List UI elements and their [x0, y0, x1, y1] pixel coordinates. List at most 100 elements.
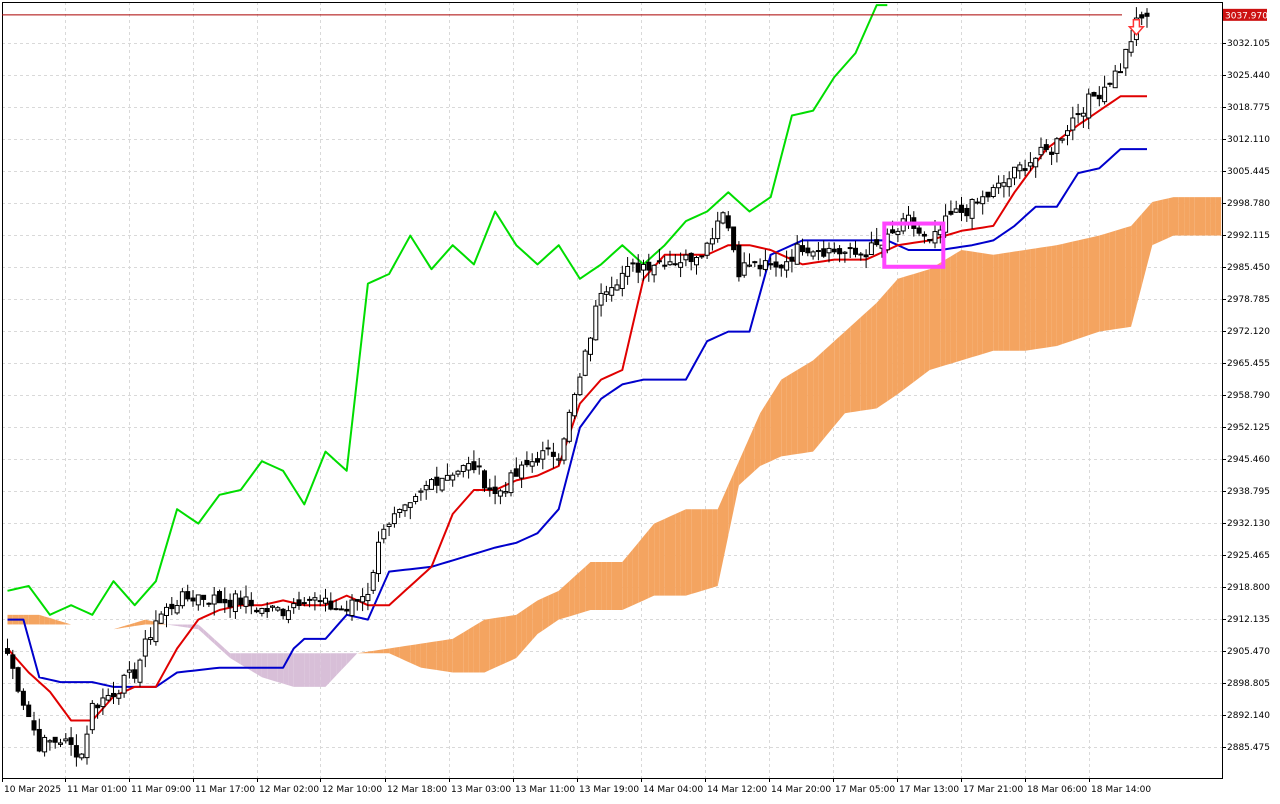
candle-bearish	[20, 690, 26, 706]
price-axis-label: 2945.460	[1227, 455, 1270, 465]
candle-bearish	[227, 599, 233, 608]
time-axis-label: 11 Mar 09:00	[131, 785, 191, 795]
candle-bearish	[1022, 168, 1028, 171]
kumo-bullish-segment	[1205, 197, 1211, 236]
candle-bullish	[572, 394, 578, 417]
price-axis-label: 3032.105	[1227, 39, 1270, 49]
candle-bullish	[466, 463, 472, 471]
candle-bearish	[52, 736, 58, 743]
candle-bearish	[10, 654, 16, 669]
kumo-bullish-segment	[611, 562, 617, 611]
kumo-bullish-segment	[685, 509, 692, 596]
candle-bullish	[391, 513, 397, 525]
candle-bullish	[1001, 182, 1007, 187]
candle-bearish	[831, 248, 837, 253]
candle-bearish	[853, 247, 858, 255]
candle-bearish	[662, 264, 668, 267]
candle-bearish	[296, 599, 302, 607]
kumo-bullish-segment	[632, 542, 639, 606]
kumo-bullish-segment	[972, 251, 978, 358]
candle-bearish	[36, 728, 42, 752]
candle-bullish	[323, 597, 328, 604]
kumo-bullish-segment	[781, 376, 787, 457]
candle-bearish	[773, 261, 779, 268]
kumo-bearish-segment	[336, 653, 342, 676]
kumo-bullish-segment	[558, 586, 564, 620]
kumo-bullish-segment	[1025, 249, 1031, 351]
candle-bullish	[784, 261, 790, 271]
candle-bullish	[709, 238, 715, 245]
time-axis-label: 14 Mar 20:00	[771, 785, 831, 795]
candle-bullish	[603, 291, 609, 295]
candle-bullish	[174, 605, 180, 614]
candle-bullish	[333, 608, 339, 611]
candle-bearish	[863, 254, 869, 258]
candle-bullish	[577, 376, 583, 396]
candle-bullish	[275, 607, 281, 611]
candle-bullish	[1065, 130, 1070, 136]
kumo-bullish-segment	[956, 249, 962, 362]
candle-bearish	[1107, 82, 1113, 85]
kumo-bullish-segment	[834, 336, 840, 426]
candle-bearish	[201, 594, 207, 600]
current-price-label: 3037.970	[1225, 11, 1268, 21]
kumo-bullish-segment	[670, 514, 676, 596]
candle-bullish	[1027, 162, 1033, 167]
kumo-bullish-segment	[1088, 236, 1094, 336]
candle-bearish	[630, 262, 636, 265]
kumo-bullish-segment	[436, 640, 443, 671]
kumo-bullish-segment	[961, 249, 967, 361]
price-axis-label: 3005.445	[1227, 167, 1270, 177]
candle-bullish	[423, 484, 429, 491]
candle-bearish	[482, 470, 487, 489]
candle-bullish	[179, 591, 185, 607]
candle-bullish	[126, 669, 132, 673]
candle-bearish	[688, 252, 694, 263]
annotations	[882, 18, 1146, 269]
candle-bullish	[519, 464, 525, 479]
kumo-bullish-segment	[903, 275, 909, 390]
kumo-bullish-segment	[458, 632, 464, 673]
candle-bullish	[826, 247, 832, 254]
kumo-bearish-segment	[219, 643, 225, 654]
candle-bullish	[810, 251, 816, 257]
kumo-bullish-segment	[844, 326, 851, 414]
kumo-bullish-segment	[1157, 199, 1163, 243]
candle-bullish	[1075, 113, 1081, 116]
candle-bullish	[1070, 117, 1076, 131]
candle-bearish	[656, 260, 662, 263]
candle-bearish	[222, 598, 228, 604]
candle-bearish	[354, 599, 360, 602]
candle-bearish	[821, 248, 827, 257]
candle-bullish	[317, 600, 323, 603]
candle-bullish	[301, 602, 307, 605]
kumo-bullish-segment	[34, 614, 40, 625]
kumo-bullish-segment	[60, 621, 66, 625]
kumo-bullish-segment	[1168, 197, 1174, 238]
kumo-bullish-segment	[723, 485, 729, 561]
kumo-bullish-segment	[118, 626, 125, 629]
candle-bearish	[434, 476, 440, 486]
candle-bullish	[195, 594, 201, 606]
kumo-bullish-segment	[1109, 230, 1116, 330]
time-axis-label: 13 Mar 03:00	[451, 785, 511, 795]
kumo-bullish-segment	[431, 641, 437, 671]
time-axis-label: 18 Mar 14:00	[1091, 785, 1151, 795]
candle-bullish	[243, 596, 249, 607]
candle-bearish	[513, 468, 519, 477]
candle-bullish	[84, 733, 90, 759]
candle-bullish	[614, 284, 620, 291]
price-axis-label: 2905.470	[1227, 647, 1270, 657]
kumo-bullish-segment	[823, 345, 829, 439]
candle-bearish	[26, 704, 32, 718]
kumo-bullish-segment	[564, 581, 570, 619]
candle-bearish	[874, 239, 880, 246]
kumo-bullish-segment	[495, 617, 501, 668]
kumo-bullish-segment	[638, 536, 644, 603]
kumo-bearish-segment	[214, 638, 220, 649]
candle-bullish	[715, 220, 721, 240]
kumo-bullish-segment	[405, 645, 411, 663]
candle-bullish	[969, 198, 975, 219]
candle-bullish	[450, 474, 456, 481]
